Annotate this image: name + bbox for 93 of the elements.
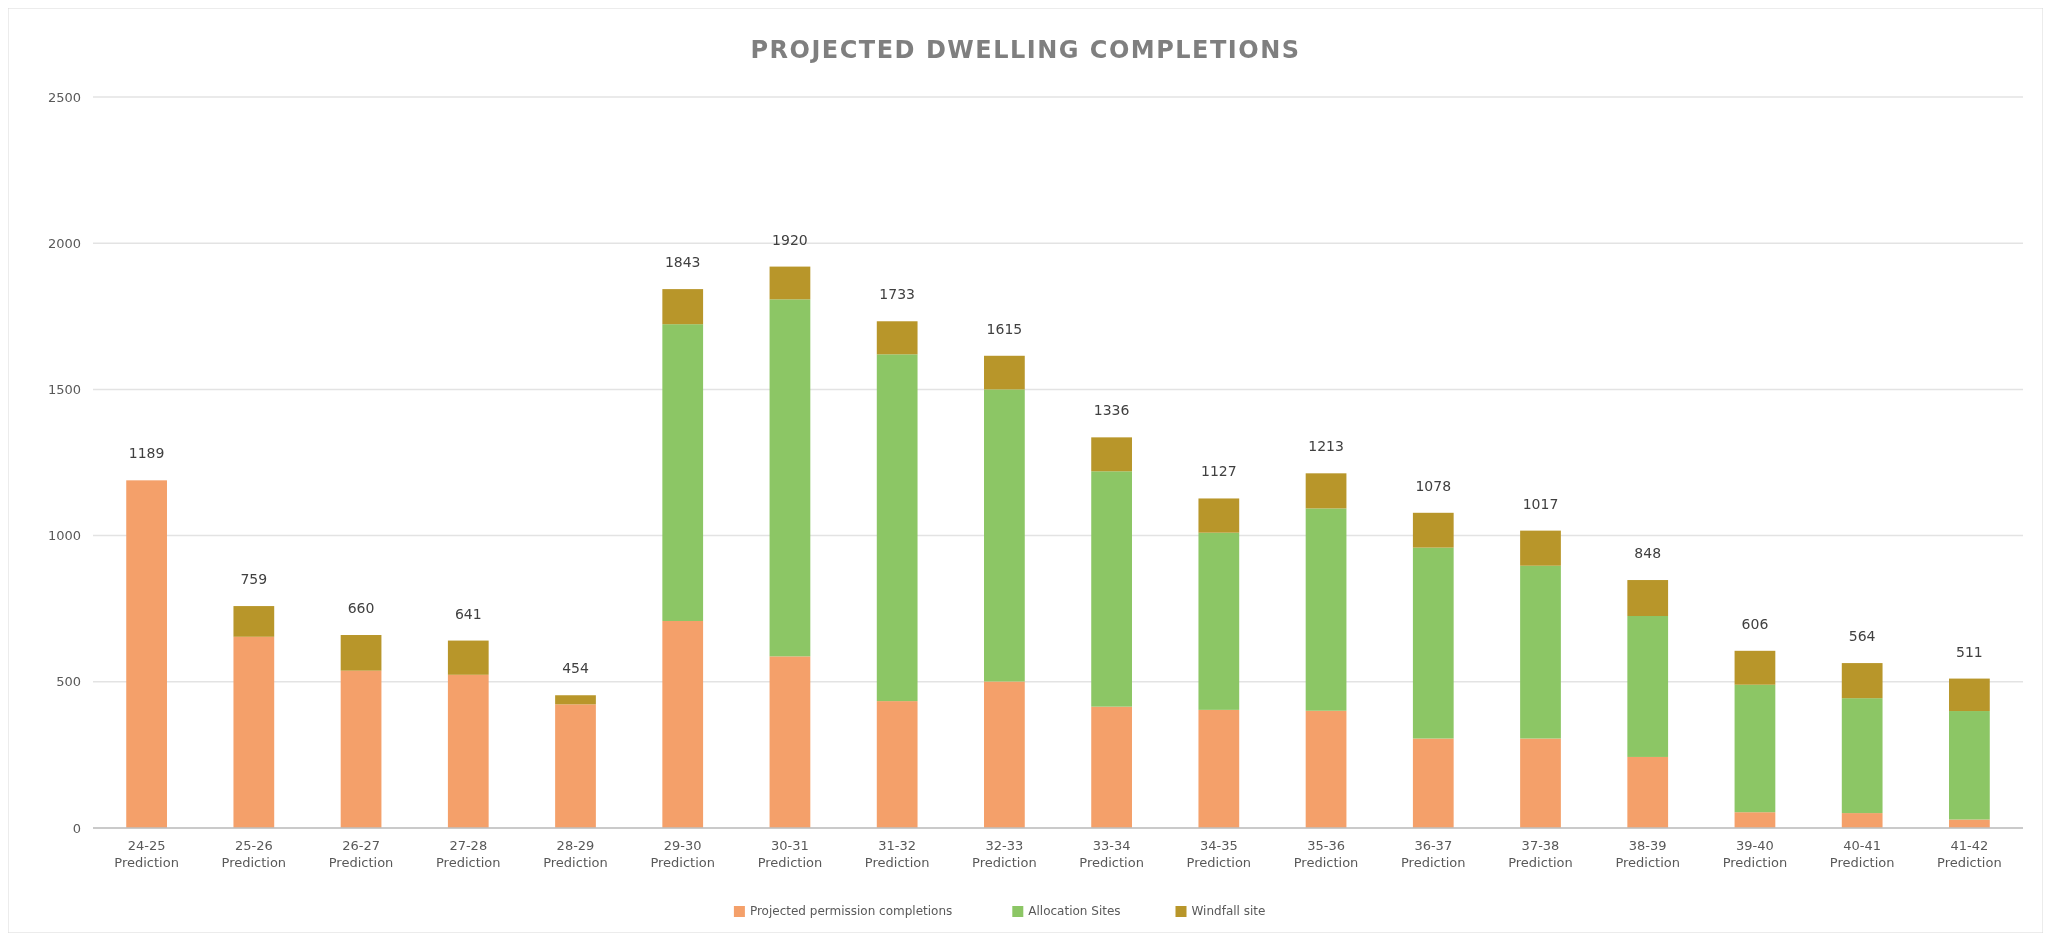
- bar: [1198, 709, 1240, 828]
- bar: [769, 266, 811, 300]
- bar: [1841, 663, 1883, 699]
- bar: [555, 695, 596, 705]
- x-tick-label: 30-31 Prediction: [757, 838, 823, 870]
- bar: [1305, 508, 1347, 711]
- bar: [1627, 616, 1669, 757]
- chart-title: PROJECTED DWELLING COMPLETIONS: [750, 36, 1301, 64]
- bar: [233, 636, 275, 828]
- total-label: 606: [1741, 615, 1769, 632]
- total-label: 1078: [1415, 477, 1452, 494]
- total-label: 660: [347, 600, 375, 617]
- total-label: 1920: [772, 231, 808, 248]
- bar: [340, 670, 382, 828]
- bar: [662, 620, 704, 828]
- bar: [1949, 711, 1990, 820]
- total-label: 1733: [879, 286, 915, 303]
- x-tick-label: 41-42 Prediction: [1937, 838, 2002, 870]
- x-tick-label: 40-41 Prediction: [1829, 838, 1895, 870]
- bar: [876, 354, 918, 702]
- legend-label: Windfall site: [1191, 904, 1266, 918]
- bar: [1949, 678, 1990, 712]
- bar: [447, 674, 489, 828]
- bar: [1734, 650, 1776, 685]
- total-label: 1615: [986, 320, 1023, 337]
- bar: [1412, 547, 1454, 739]
- bar: [1627, 580, 1669, 617]
- total-label: 454: [562, 660, 589, 677]
- bar: [1734, 684, 1776, 813]
- total-label: 564: [1848, 628, 1876, 645]
- bar: [1520, 565, 1561, 739]
- total-label: 1127: [1201, 463, 1237, 480]
- x-tick-label: 34-35 Prediction: [1186, 838, 1252, 870]
- x-tick-label: 33-34 Prediction: [1079, 838, 1144, 870]
- legend-label: Projected permission completions: [749, 904, 953, 918]
- bar: [1841, 813, 1883, 828]
- bar: [769, 299, 811, 657]
- bar: [1841, 698, 1883, 814]
- bar: [662, 289, 704, 325]
- x-tick-label: 24-25 Prediction: [114, 838, 179, 870]
- bar: [662, 324, 704, 621]
- x-tick-label: 26-27 Prediction: [328, 838, 394, 870]
- total-label: 641: [454, 605, 482, 622]
- total-label: 759: [240, 571, 268, 588]
- x-tick-label: 39-40 Prediction: [1722, 838, 1788, 870]
- y-tick-label: 1500: [47, 381, 81, 397]
- bar: [1412, 738, 1454, 828]
- bar: [1412, 512, 1454, 548]
- bar: [340, 635, 382, 671]
- x-tick-label: 27-28 Prediction: [435, 838, 501, 870]
- bar: [1520, 738, 1561, 828]
- x-tick-label: 36-37 Prediction: [1400, 838, 1466, 870]
- bar: [1198, 532, 1240, 710]
- total-label: 1336: [1093, 402, 1130, 419]
- bar: [984, 355, 1025, 390]
- total-label: 1843: [664, 254, 701, 271]
- bar: [769, 656, 811, 828]
- bar: [1520, 530, 1561, 566]
- y-tick-label: 2000: [47, 235, 81, 251]
- bar: [1091, 437, 1132, 472]
- bar: [555, 704, 596, 828]
- x-tick-label: 31-32 Prediction: [864, 838, 930, 870]
- bar: [1305, 710, 1347, 828]
- x-tick-label: 38-39 Prediction: [1615, 838, 1681, 870]
- legend-label: Allocation Sites: [1028, 904, 1121, 918]
- bar: [233, 606, 275, 637]
- x-tick-label: 32-33 Prediction: [972, 838, 1037, 870]
- bar: [984, 389, 1025, 682]
- x-tick-label: 25-26 Prediction: [221, 838, 287, 870]
- x-tick-label: 28-29 Prediction: [543, 838, 608, 870]
- x-tick-label: 35-36 Prediction: [1293, 838, 1359, 870]
- total-label: 1189: [128, 445, 165, 462]
- bar: [1198, 498, 1240, 533]
- bar: [447, 640, 489, 675]
- x-tick-label: 37-38 Prediction: [1508, 838, 1573, 870]
- total-label: 1213: [1308, 438, 1344, 455]
- bar: [876, 701, 918, 828]
- y-tick-label: 0: [72, 820, 81, 836]
- bar: [1734, 812, 1776, 828]
- bar: [984, 681, 1025, 828]
- bar: [1627, 756, 1669, 828]
- total-label: 1017: [1522, 495, 1559, 512]
- total-label: 511: [1956, 643, 1983, 660]
- y-tick-label: 1000: [47, 528, 81, 544]
- bar: [126, 480, 167, 828]
- y-tick-label: 500: [56, 674, 81, 690]
- bar: [1091, 471, 1132, 707]
- x-tick-label: 29-30 Prediction: [650, 838, 716, 870]
- y-tick-label: 2500: [47, 89, 81, 105]
- bar: [1305, 473, 1347, 509]
- bar: [1091, 706, 1132, 828]
- bar: [876, 321, 918, 355]
- total-label: 848: [1634, 545, 1662, 562]
